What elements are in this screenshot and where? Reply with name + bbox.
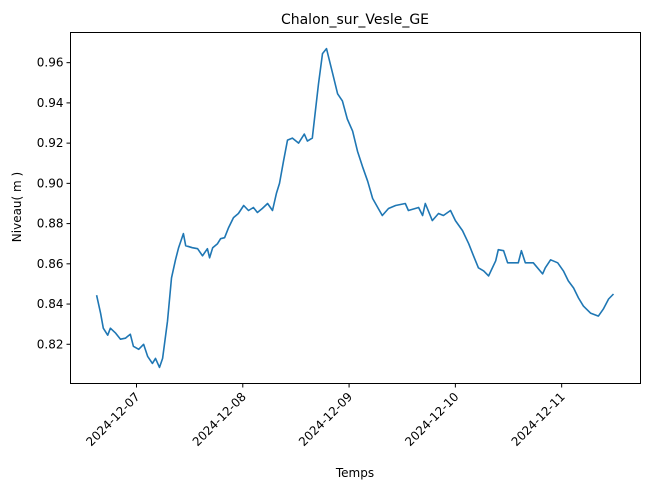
axes-frame — [70, 32, 641, 384]
x-tick-label: 2024-12-07 — [83, 390, 142, 449]
y-tick-label: 0.96 — [37, 56, 64, 70]
x-axis-label: Temps — [335, 466, 374, 480]
series-line — [95, 47, 615, 369]
y-tick-label: 0.94 — [37, 96, 64, 110]
x-tick-label: 2024-12-10 — [402, 390, 461, 449]
x-tick-label: 2024-12-08 — [190, 390, 249, 449]
y-tick-label: 0.84 — [37, 297, 64, 311]
x-tick-label: 2024-12-09 — [296, 390, 355, 449]
y-axis: 0.82 0.84 0.86 0.88 0.90 0.92 0.94 0.96 — [37, 56, 71, 351]
x-tick-label: 2024-12-11 — [509, 390, 568, 449]
y-axis-label: Niveau( m ) — [10, 172, 24, 242]
chart-title: Chalon_sur_Vesle_GE — [281, 12, 429, 28]
y-tick-label: 0.82 — [37, 337, 64, 351]
y-tick-label: 0.90 — [37, 176, 64, 190]
plot-area — [95, 47, 615, 369]
x-axis: 2024-12-07 2024-12-08 2024-12-09 2024-12-10… — [83, 383, 568, 449]
y-tick-label: 0.92 — [37, 136, 64, 150]
y-tick-label: 0.86 — [37, 257, 64, 271]
y-tick-label: 0.88 — [37, 217, 64, 231]
